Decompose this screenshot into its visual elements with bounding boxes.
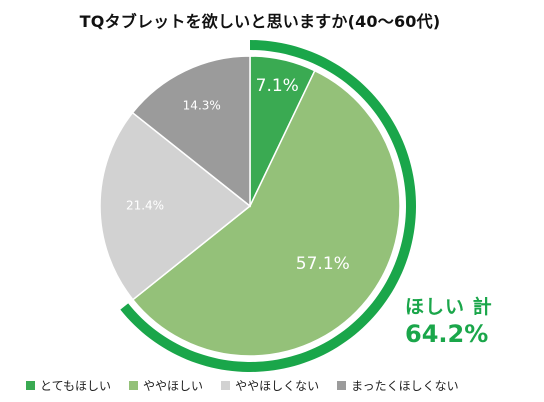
data-label-very-want: 7.1% bbox=[256, 76, 299, 96]
chart-title: TQタブレットを欲しいと思いますか(40～60代) bbox=[79, 12, 441, 31]
legend-item-very-want: とてもほしい bbox=[26, 377, 111, 394]
data-label-somewhat-not-want: 21.4% bbox=[126, 199, 164, 213]
callout-label: ほしい 計 bbox=[405, 296, 493, 318]
legend: とてもほしい ややほしい ややほしくない まったくほしくない bbox=[26, 377, 459, 394]
data-label-somewhat-want: 57.1% bbox=[296, 254, 350, 274]
legend-item-not-want-at-all: まったくほしくない bbox=[337, 377, 459, 394]
data-label-not-want-at-all: 14.3% bbox=[183, 99, 221, 113]
legend-label: ややほしい bbox=[143, 379, 204, 393]
legend-item-somewhat-want: ややほしい bbox=[129, 377, 203, 394]
legend-item-somewhat-not-want: ややほしくない bbox=[221, 377, 319, 394]
callout-value: 64.2% bbox=[405, 320, 489, 348]
legend-swatch bbox=[221, 381, 231, 390]
total-callout: ほしい 計 64.2% bbox=[405, 292, 493, 348]
pie-slice-not-want-at-all bbox=[131, 55, 251, 208]
legend-swatch bbox=[129, 381, 139, 390]
legend-swatch bbox=[26, 381, 35, 390]
legend-swatch bbox=[337, 381, 347, 390]
legend-label: まったくほしくない bbox=[351, 379, 459, 393]
pie-slice-somewhat-not-want bbox=[99, 111, 252, 301]
legend-label: とてもほしい bbox=[40, 379, 112, 393]
pie-slice-somewhat-want bbox=[131, 69, 401, 357]
legend-label: ややほしくない bbox=[235, 379, 320, 393]
